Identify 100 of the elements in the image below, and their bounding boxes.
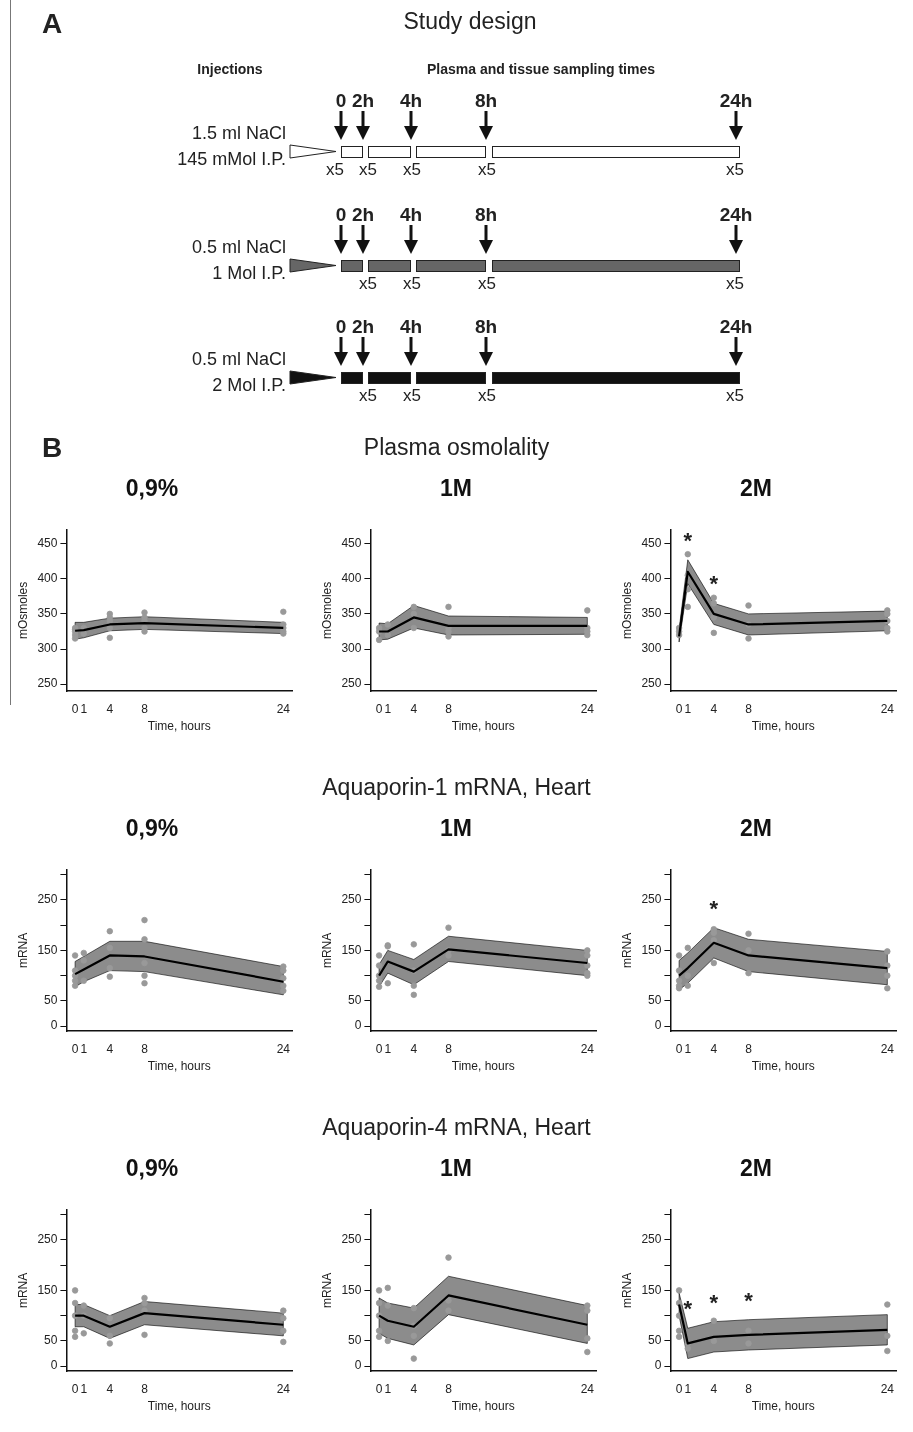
x-axis-title: Time, hours bbox=[751, 1059, 815, 1074]
text: B bbox=[42, 432, 63, 464]
x-tick-label: 8 bbox=[141, 701, 149, 716]
text: x5 bbox=[477, 274, 497, 294]
x-tick-label: 1 bbox=[384, 701, 392, 716]
y-tick-label: 150 bbox=[37, 1282, 58, 1297]
text: x5 bbox=[725, 160, 745, 180]
text: x5 bbox=[358, 386, 378, 406]
text: x5 bbox=[477, 160, 497, 180]
y-tick-label: 150 bbox=[37, 942, 58, 957]
y-tick-label: 300 bbox=[641, 641, 662, 656]
y-axis-title: mOsmoles bbox=[319, 581, 334, 640]
y-tick-label: 450 bbox=[341, 535, 362, 550]
text: A bbox=[42, 8, 63, 40]
text: Plasma osmolality bbox=[363, 434, 550, 460]
x-tick-label: 1 bbox=[384, 1381, 392, 1396]
y-tick-label: 0 bbox=[654, 1018, 662, 1033]
x-tick-label: 4 bbox=[106, 701, 114, 716]
annotation: * bbox=[683, 527, 693, 553]
x-tick-label: 1 bbox=[384, 1041, 392, 1056]
x-tick-label: 8 bbox=[445, 1041, 453, 1056]
x-axis-title: Time, hours bbox=[751, 719, 815, 734]
x-tick-label: 4 bbox=[410, 1041, 418, 1056]
x-tick-label: 4 bbox=[410, 701, 418, 716]
text: 2h bbox=[351, 316, 375, 337]
text: 145 mMol I.P. bbox=[176, 149, 286, 170]
y-tick-label: 350 bbox=[37, 606, 58, 621]
text: x5 bbox=[402, 274, 422, 294]
y-tick-label: 400 bbox=[641, 571, 662, 586]
x-tick-label: 24 bbox=[880, 701, 895, 716]
x-tick-label: 24 bbox=[580, 1381, 595, 1396]
x-tick-label: 0 bbox=[675, 701, 683, 716]
x-tick-label: 0 bbox=[71, 1381, 79, 1396]
y-tick-label: 250 bbox=[341, 892, 362, 907]
text: x5 bbox=[725, 274, 745, 294]
y-tick-label: 350 bbox=[341, 606, 362, 621]
x-tick-label: 24 bbox=[880, 1381, 895, 1396]
y-tick-label: 150 bbox=[641, 942, 662, 957]
x-tick-label: 8 bbox=[445, 1381, 453, 1396]
x-tick-label: 8 bbox=[141, 1381, 149, 1396]
y-tick-label: 300 bbox=[341, 641, 362, 656]
y-tick-label: 50 bbox=[648, 993, 662, 1008]
y-axis-title: mOsmoles bbox=[619, 581, 634, 640]
x-tick-label: 0 bbox=[375, 701, 383, 716]
y-tick-label: 150 bbox=[341, 1282, 362, 1297]
y-axis-title: mRNA bbox=[15, 1272, 30, 1309]
annotation: * bbox=[709, 1289, 719, 1315]
y-tick-label: 0 bbox=[354, 1018, 362, 1033]
text: 4h bbox=[398, 316, 424, 338]
text: Study design bbox=[402, 8, 538, 35]
x-axis-title: Time, hours bbox=[147, 1399, 211, 1414]
chart-title: 1M bbox=[440, 475, 472, 502]
text: 2h bbox=[351, 204, 375, 225]
y-tick-label: 0 bbox=[654, 1358, 662, 1373]
text: x5 bbox=[725, 386, 745, 406]
y-tick-label: 250 bbox=[641, 676, 662, 691]
x-tick-label: 0 bbox=[675, 1041, 683, 1056]
text: 2h bbox=[351, 90, 375, 111]
x-tick-label: 4 bbox=[106, 1041, 114, 1056]
annotation: * bbox=[709, 895, 719, 921]
y-axis-title: mRNA bbox=[619, 1272, 634, 1309]
x-tick-label: 4 bbox=[710, 1041, 718, 1056]
x-tick-label: 1 bbox=[684, 1041, 692, 1056]
text: x5 bbox=[358, 274, 378, 294]
text: 8h bbox=[473, 90, 499, 112]
x-axis-title: Time, hours bbox=[451, 1399, 515, 1414]
text: 1 Mol I.P. bbox=[211, 263, 286, 284]
chart-title: 1M bbox=[440, 1155, 472, 1182]
x-tick-label: 1 bbox=[684, 1381, 692, 1396]
chart-title: 2M bbox=[740, 815, 772, 842]
x-tick-label: 4 bbox=[710, 1381, 718, 1396]
text: 0.5 ml NaCl bbox=[190, 349, 286, 370]
x-tick-label: 0 bbox=[71, 701, 79, 716]
y-tick-label: 450 bbox=[37, 535, 58, 550]
x-tick-label: 4 bbox=[410, 1381, 418, 1396]
chart-title: 0,9% bbox=[125, 1155, 179, 1182]
x-tick-label: 0 bbox=[375, 1381, 383, 1396]
x-tick-label: 24 bbox=[580, 1041, 595, 1056]
x-tick-label: 24 bbox=[276, 1041, 291, 1056]
text: Aquaporin-1 mRNA, Heart bbox=[321, 774, 592, 801]
y-tick-label: 250 bbox=[641, 892, 662, 907]
y-tick-label: 250 bbox=[37, 1232, 58, 1247]
chart-title: 2M bbox=[740, 1155, 772, 1182]
x-tick-label: 1 bbox=[80, 1041, 88, 1056]
text: x5 bbox=[325, 160, 345, 180]
y-tick-label: 300 bbox=[37, 641, 58, 656]
y-tick-label: 250 bbox=[641, 1232, 662, 1247]
chart-title: 1M bbox=[440, 815, 472, 842]
y-tick-label: 400 bbox=[37, 571, 58, 586]
x-tick-label: 24 bbox=[276, 1381, 291, 1396]
x-tick-label: 0 bbox=[71, 1041, 79, 1056]
y-tick-label: 0 bbox=[50, 1018, 58, 1033]
text: x5 bbox=[477, 386, 497, 406]
x-tick-label: 24 bbox=[580, 701, 595, 716]
y-axis-title: mRNA bbox=[319, 1272, 334, 1309]
text: Aquaporin-4 mRNA, Heart bbox=[321, 1114, 592, 1141]
y-tick-label: 50 bbox=[44, 1333, 58, 1348]
y-tick-label: 50 bbox=[348, 1333, 362, 1348]
annotation: * bbox=[683, 1296, 693, 1322]
text: Injections bbox=[196, 61, 264, 77]
